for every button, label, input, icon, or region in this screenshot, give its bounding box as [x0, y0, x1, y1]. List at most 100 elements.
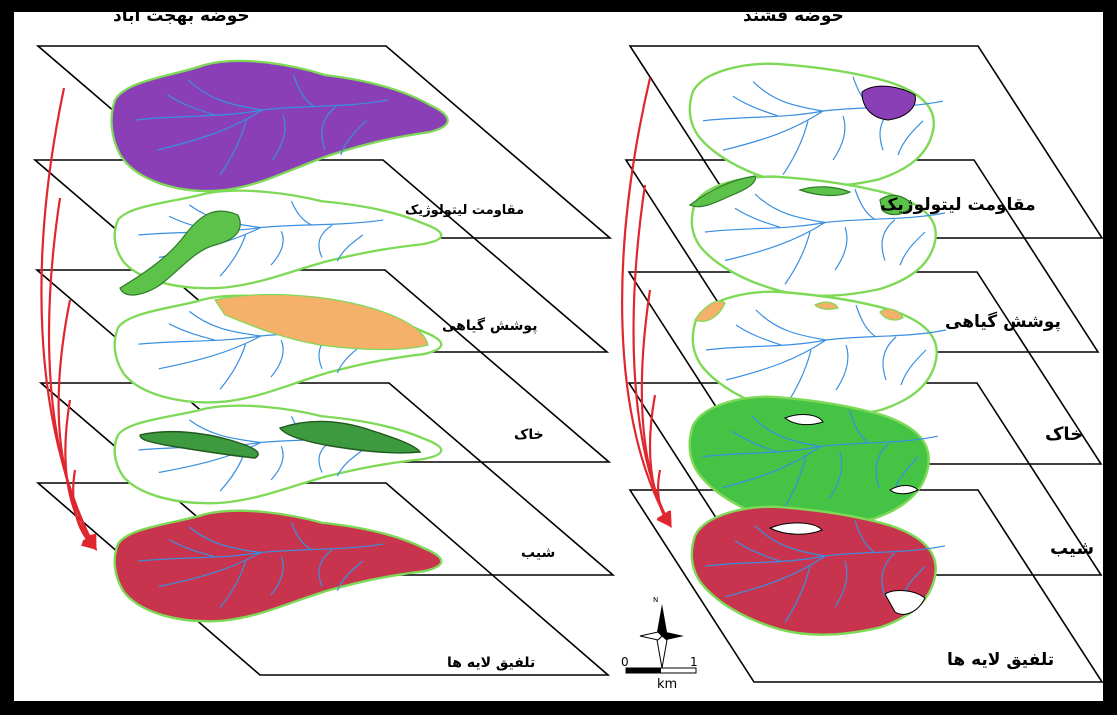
right-flow-arrow-4 [656, 469, 672, 528]
left-vegetation-orange-patch [214, 293, 429, 351]
right-vegetation-orange-3 [879, 308, 904, 321]
right-basin-vegetation [692, 177, 945, 296]
left-basin-title: حوضه بهجت آباد [113, 6, 250, 26]
right-basin-soil-layer-stream-3 [850, 410, 870, 443]
right-basin-combination-stream-2 [755, 525, 825, 556]
scale-bar-icon [625, 667, 697, 674]
left-label-combination: تلفیق لایه ها [447, 655, 536, 671]
right-lithology-patch [861, 85, 916, 121]
right-flow-arrow-0 [621, 77, 672, 528]
left-soil-patch-1 [139, 430, 259, 459]
right-basin-vegetation-boundary [692, 177, 936, 296]
right-basin-lithology-stream-6 [898, 121, 923, 155]
right-basin-vegetation-stream-2 [755, 194, 825, 223]
right-basin-vegetation-stream-5 [785, 232, 810, 284]
left-basin-slope-stream-1 [159, 443, 261, 473]
left-soil-patch-2 [278, 420, 422, 454]
right-basin-combination [692, 507, 945, 635]
left-basin-vegetation-stream-3 [291, 201, 311, 225]
left-basin-lithology-stream-5 [220, 120, 246, 175]
right-basin-soil-stream-4 [883, 337, 896, 380]
right-basin-soil-stream-1 [726, 340, 826, 380]
left-basin-lithology-boundary [112, 61, 448, 191]
right-basin-vegetation-stream-3 [855, 189, 875, 219]
right-basin-soil-layer-stream-4 [876, 443, 889, 487]
right-basin-soil-stream-8 [836, 345, 848, 390]
right-label-vegetation: پوشش گیاهی [945, 312, 1061, 332]
left-basin-lithology-stream-1 [157, 110, 262, 150]
right-label-soil: خاک [1045, 424, 1084, 445]
left-basin-lithology-stream-4 [322, 107, 336, 150]
right-basin-soil-layer-stream-1 [722, 447, 820, 488]
scale-bar-unit-label: km [657, 677, 678, 692]
left-basin-combination-boundary [115, 511, 442, 622]
right-basin-soil-layer-stream-2 [752, 416, 821, 447]
left-flow-arrow-2 [57, 299, 97, 551]
left-basin-vegetation-stream-5 [220, 235, 246, 276]
right-basin-combination-stream-1 [725, 556, 825, 597]
scale-bar-end-label: 1 [690, 655, 698, 669]
right-basin-soil-layer-stream-0 [703, 436, 938, 457]
north-arrow-icon [639, 604, 684, 669]
left-flow-arrow-4 [72, 469, 98, 551]
left-basin-lithology [112, 61, 448, 191]
left-basin-vegetation-stream-4 [319, 225, 332, 257]
right-basin-soil-stream-7 [736, 325, 781, 345]
right-vegetation-green-1 [688, 175, 756, 208]
left-label-soil: خاک [514, 427, 544, 443]
right-vegetation-orange-1 [694, 300, 726, 322]
right-soil-hole-2 [889, 485, 919, 495]
north-arrow-north [657, 604, 667, 636]
right-basin-soil-stream-2 [756, 310, 826, 340]
right-basin-soil-layer-boundary [690, 397, 929, 526]
left-basin-soil-stream-1 [159, 336, 261, 369]
left-basin-lithology-stream-2 [189, 80, 263, 110]
right-basin-soil [693, 292, 946, 417]
left-basin-soil-stream-7 [169, 324, 215, 340]
left-basin-combination-stream-8 [271, 557, 283, 595]
right-basin-combination-stream-8 [835, 561, 847, 607]
right-basin-vegetation-stream-6 [900, 232, 925, 265]
right-basin-soil-boundary [693, 292, 937, 417]
right-basin-lithology-stream-1 [723, 111, 823, 150]
left-basin-slope-stream-8 [271, 446, 283, 480]
right-basin-title: حوضه فشند [743, 6, 844, 26]
left-basin-lithology-stream-6 [341, 120, 367, 155]
left-basin-soil-stream-2 [189, 311, 260, 336]
right-vegetation-green-2 [798, 186, 852, 197]
right-basin-lithology-stream-2 [753, 82, 823, 111]
left-basin-vegetation-stream-6 [337, 235, 363, 261]
right-basin-combination-stream-7 [735, 541, 780, 561]
right-basin-soil-stream-6 [901, 350, 926, 385]
left-basin-combination-stream-4 [319, 550, 332, 587]
left-basin-slope-stream-2 [189, 420, 260, 443]
right-vegetation-green-3 [879, 194, 913, 216]
right-basin-vegetation-stream-8 [835, 227, 847, 270]
right-plane-lithology [628, 45, 1104, 239]
right-label-lithology: مقاومت لیتولوژیک [880, 195, 1036, 215]
right-basin-combination-stream-5 [785, 566, 810, 622]
right-basin-soil-stream-3 [856, 305, 876, 337]
left-label-vegetation: پوشش گیاهی [442, 318, 538, 334]
right-basin-combination-stream-3 [855, 520, 875, 553]
right-basin-lithology-stream-8 [833, 116, 845, 160]
right-basin-vegetation-stream-7 [735, 208, 780, 227]
right-basin-lithology-stream-7 [733, 96, 778, 116]
right-vegetation-orange-2 [813, 301, 839, 310]
right-soil-hole-1 [784, 414, 824, 426]
north-arrow-east [662, 632, 684, 640]
left-basin-lithology-stream-3 [294, 75, 315, 107]
left-basin-lithology-stream-7 [168, 95, 215, 115]
right-slope-hole-2 [884, 590, 926, 615]
left-basin-combination-stream-5 [220, 561, 246, 608]
right-slope-hole-1 [768, 522, 823, 535]
right-basin-vegetation-stream-1 [725, 223, 825, 261]
left-basin-combination-stream-6 [337, 561, 363, 591]
right-basin-soil-layer-stream-8 [830, 452, 842, 498]
left-basin-lithology-stream-8 [273, 115, 286, 160]
right-basin-soil-layer-stream-7 [732, 431, 776, 452]
right-label-combination: تلفیق لایه ها [947, 650, 1055, 670]
left-basin-combination-stream-7 [169, 540, 215, 557]
